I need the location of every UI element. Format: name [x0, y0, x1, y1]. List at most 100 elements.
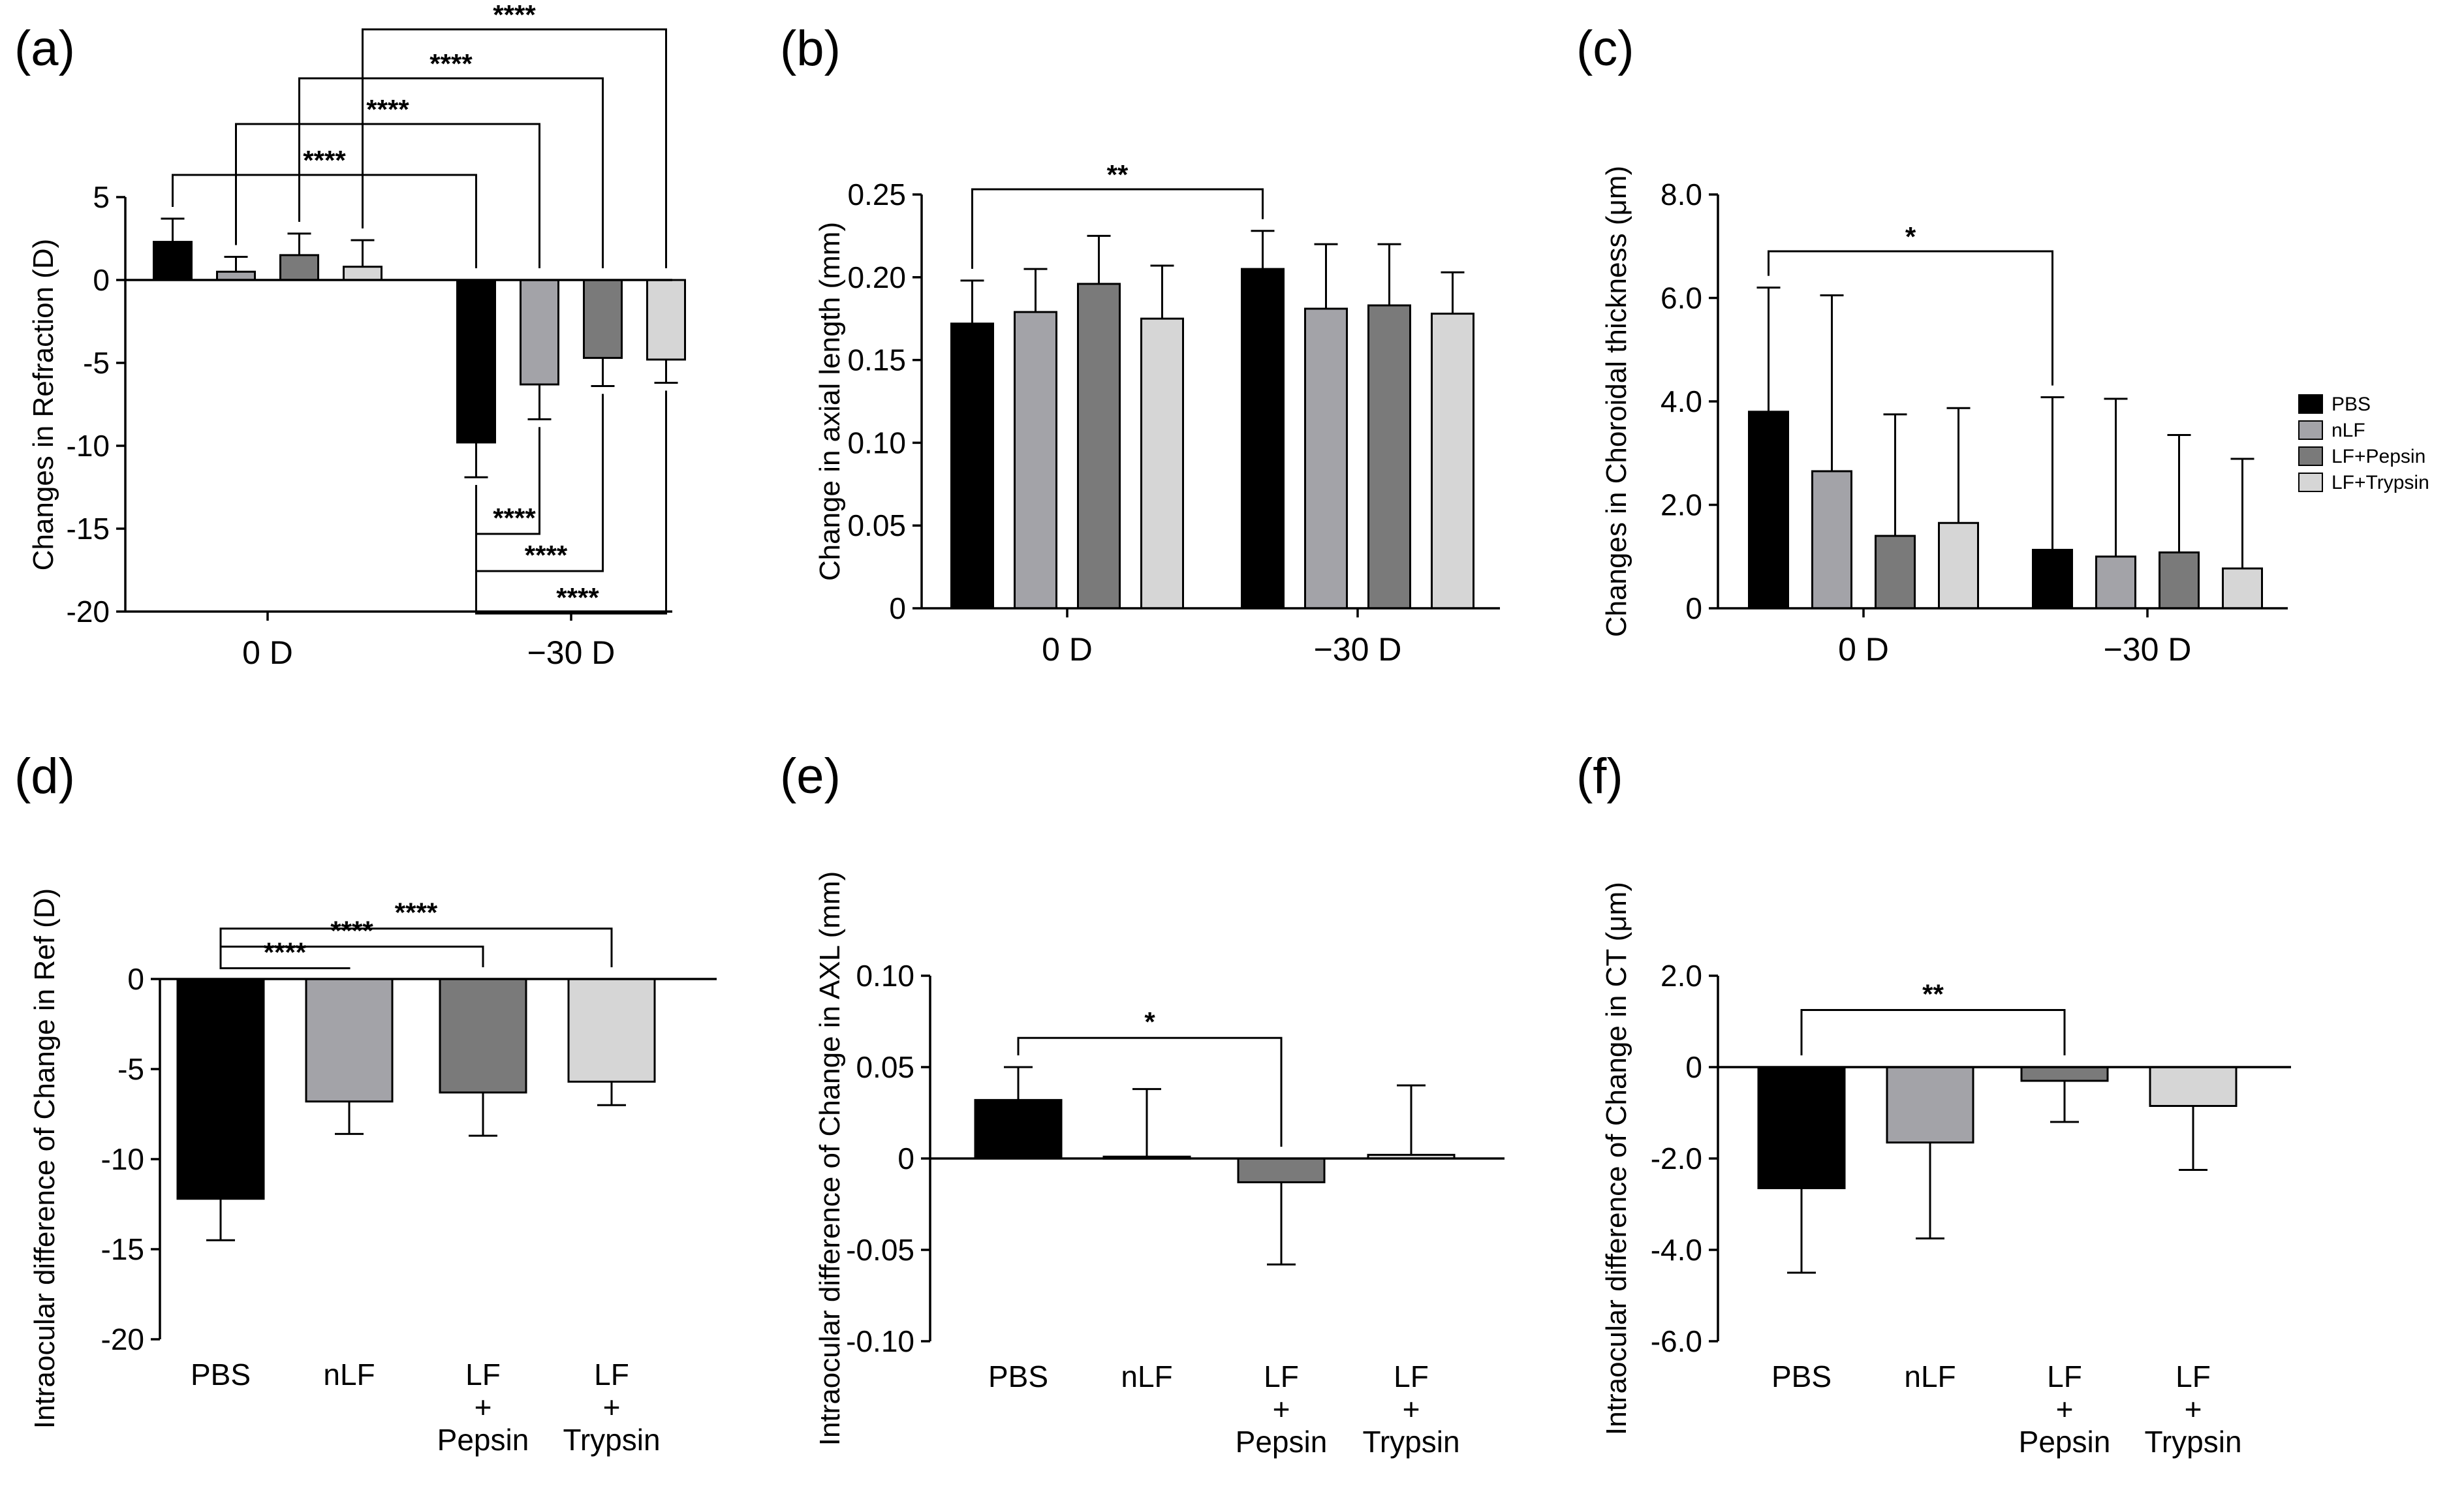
bar-nlf — [520, 279, 559, 386]
bracket-line — [219, 967, 351, 969]
bar-nlf — [216, 270, 256, 281]
y-tick-label: 0.10 — [847, 426, 906, 459]
x-group-label: −30 D — [1314, 631, 1402, 668]
significance-label: **** — [493, 503, 536, 533]
bar-nlf — [1886, 1066, 1974, 1143]
significance-label: **** — [556, 582, 599, 613]
bar-nlf — [1014, 311, 1057, 610]
bracket-line — [235, 123, 540, 268]
significance-label: **** — [366, 94, 409, 125]
bar-pbs — [153, 241, 193, 281]
legend-label: LF+Pepsin — [2331, 446, 2425, 467]
significance-bracket: **** — [235, 94, 540, 268]
significance-label: * — [1905, 221, 1916, 252]
bracket-line — [298, 77, 604, 268]
x-category-label: + — [2056, 1392, 2074, 1426]
bar-lf-trypsin — [2222, 567, 2263, 610]
bar-lf-trypsin — [1431, 313, 1474, 610]
panel-label: (b) — [780, 21, 841, 76]
y-tick-label: -20 — [67, 595, 110, 629]
bracket-line — [362, 28, 667, 268]
y-tick-label: -0.05 — [846, 1233, 914, 1267]
significance-bracket: **** — [475, 394, 604, 572]
y-axis-label: Change in axial length (mm) — [814, 222, 846, 581]
bar-nlf — [1304, 307, 1348, 610]
x-category-label: LF — [1264, 1360, 1299, 1393]
y-tick-label: 0 — [889, 591, 906, 625]
bar-lf-trypsin — [646, 279, 686, 361]
y-tick-label: -6.0 — [1651, 1324, 1702, 1358]
y-tick-label: 0 — [897, 1142, 914, 1175]
y-tick-label: -10 — [101, 1142, 144, 1176]
x-category-label: nLF — [1121, 1360, 1172, 1393]
y-tick-label: 0 — [1685, 591, 1702, 625]
panel-c: (c) Changes in Choroidal thickness (μm) 8.… — [1576, 21, 2288, 668]
bar-nlf — [2095, 555, 2136, 610]
panel-label: (c) — [1576, 21, 1634, 76]
x-category-label: LF — [465, 1358, 501, 1391]
x-group-label: 0 D — [242, 634, 293, 671]
x-group-label: −30 D — [527, 634, 616, 671]
y-tick-label: 0 — [1685, 1050, 1702, 1084]
panel-d: (d) Intraocular difference of Change in R… — [14, 749, 717, 1457]
x-category-label: + — [2185, 1392, 2202, 1426]
panel-label: (e) — [780, 749, 841, 804]
bar-nlf — [305, 978, 394, 1103]
bar-pbs — [1241, 268, 1285, 610]
panel-f: (f) Intraocular difference of Change in C… — [1576, 749, 2291, 1459]
legend-swatch — [2298, 420, 2323, 440]
x-category-label: PBS — [1771, 1360, 1832, 1393]
bar-lf-trypsin — [2149, 1066, 2238, 1107]
legend-label: LF+Trypsin — [2331, 472, 2429, 493]
bracket-line — [219, 927, 613, 967]
y-tick-label: -10 — [67, 429, 110, 463]
x-category-label: + — [603, 1390, 621, 1424]
significance-bracket: * — [1768, 221, 2053, 386]
significance-bracket: **** — [219, 937, 351, 969]
significance-bracket: **** — [219, 915, 484, 967]
bar-pbs — [974, 1098, 1063, 1160]
panel-label: (a) — [14, 21, 75, 76]
significance-label: ** — [1922, 979, 1944, 1010]
bar-lf-pepsin — [279, 254, 319, 281]
x-category-label: Trypsin — [563, 1423, 660, 1457]
bar-lf-trypsin — [1140, 317, 1184, 610]
y-tick-label: 0 — [93, 263, 110, 297]
significance-label: * — [1144, 1006, 1155, 1037]
y-axis-label: Changes in Choroidal thickness (μm) — [1600, 166, 1632, 637]
x-category-label: LF — [1394, 1360, 1429, 1393]
panel-a: (a) Changes in Refraction (D) 5 0 -5 -10 -15 -2… — [14, 0, 686, 671]
legend-label: nLF — [2331, 420, 2365, 441]
significance-bracket: **** — [475, 390, 667, 615]
bar-pbs — [1757, 1066, 1846, 1189]
significance-bracket: * — [1017, 1006, 1283, 1147]
y-tick-label: -15 — [101, 1232, 144, 1266]
y-tick-label: 0.10 — [856, 959, 914, 993]
significance-bracket: **** — [362, 0, 667, 268]
bar-lf-pepsin — [583, 279, 623, 359]
x-category-label: nLF — [1904, 1360, 1956, 1393]
y-tick-label: -15 — [67, 512, 110, 546]
y-axis-label: Intraocular difference of Change in AXL … — [814, 871, 846, 1446]
bar-lf-pepsin — [2159, 551, 2200, 610]
x-category-label: Pepsin — [1236, 1425, 1328, 1459]
y-tick-label: -5 — [83, 346, 110, 380]
bar-lf-trypsin — [343, 266, 382, 281]
x-group-label: 0 D — [1838, 631, 1889, 668]
bracket-line — [971, 188, 1264, 269]
y-tick-label: 6.0 — [1661, 281, 1702, 315]
y-tick-label: 0.15 — [847, 343, 906, 377]
significance-label: **** — [493, 0, 536, 30]
bar-lf-pepsin — [1367, 304, 1411, 610]
x-category-label: nLF — [323, 1358, 375, 1391]
y-tick-label: 0.25 — [847, 178, 906, 211]
bar-lf-pepsin — [1077, 283, 1121, 610]
significance-label: **** — [395, 897, 438, 928]
bar-nlf — [1811, 470, 1852, 610]
legend-swatch — [2298, 473, 2323, 492]
y-tick-label: 0.05 — [856, 1050, 914, 1084]
bracket-line — [1017, 1036, 1283, 1147]
significance-label: **** — [525, 540, 568, 570]
y-tick-label: -5 — [117, 1052, 144, 1086]
